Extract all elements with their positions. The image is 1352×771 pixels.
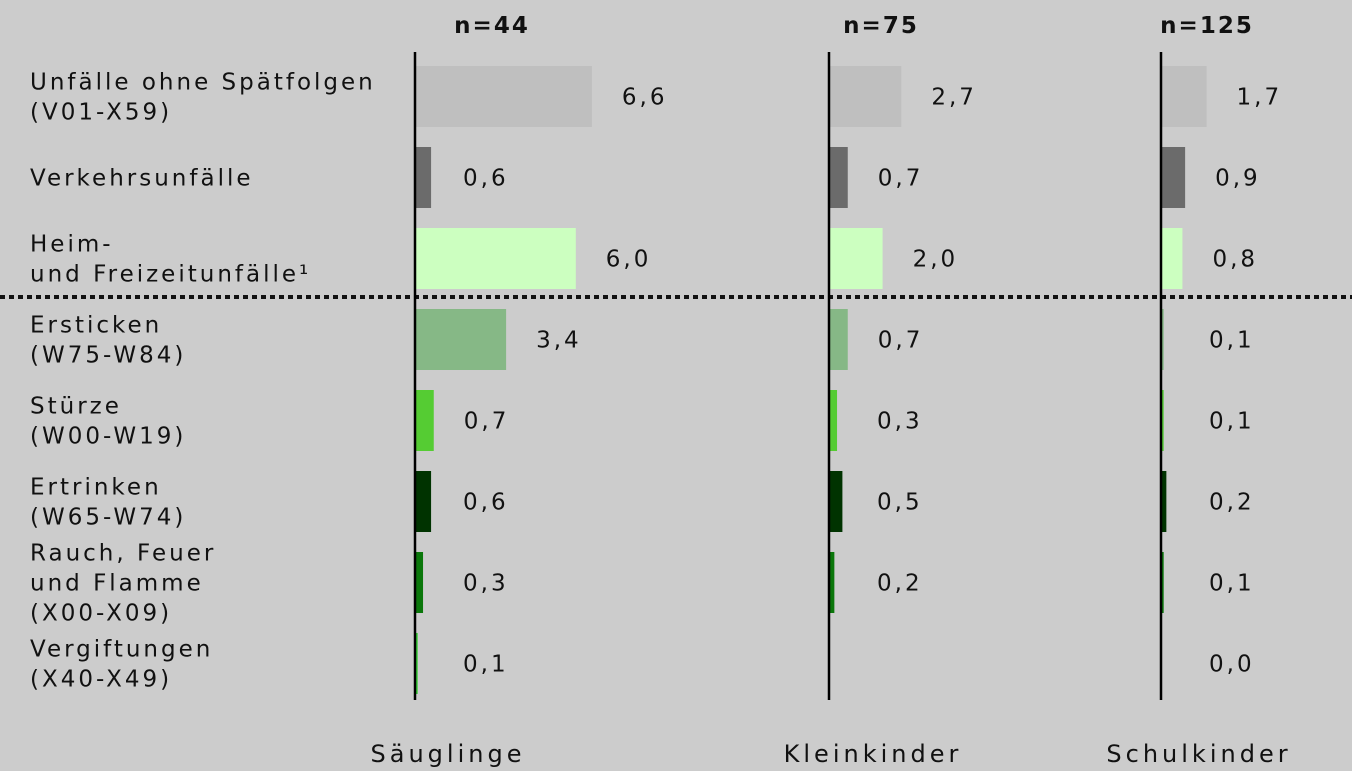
bar [829,147,848,208]
value-label: 0,3 [463,571,509,597]
category-label: Unfälle ohne Spätfolgen [30,70,376,96]
bar [829,309,848,370]
bar [829,66,902,127]
category-label: und Flamme [30,571,204,597]
category-label: (X40-X49) [30,667,172,693]
category-label: Ersticken [30,313,162,339]
category-label: Stürze [30,394,122,420]
value-label: 0,6 [463,166,509,192]
category-label: und Freizeitunfälle¹ [30,262,311,288]
bar [415,309,507,370]
sample-size-label: n=125 [1160,13,1254,39]
category-label: Rauch, Feuer [30,541,216,567]
bar [1161,309,1164,370]
bar [415,147,432,208]
category-label: (W65-W74) [30,505,186,531]
bar [1161,471,1167,532]
bar [1161,66,1207,127]
bar [829,471,843,532]
bar [415,228,576,289]
bar [1161,228,1183,289]
category-label: (X00-X09) [30,601,172,627]
bar [415,552,424,613]
category-label: Verkehrsunfälle [30,166,254,192]
value-label: 0,6 [463,490,509,516]
value-label: 0,3 [877,409,923,435]
value-label: 0,7 [464,409,510,435]
bar [829,228,883,289]
category-label: Heim- [30,232,114,258]
bar [1161,552,1164,613]
bar [415,390,434,451]
value-label: 1,7 [1237,85,1283,111]
value-label: 0,5 [877,490,923,516]
value-label: 0,1 [1209,328,1255,354]
value-label: 0,1 [1209,409,1255,435]
category-label: (V01-X59) [30,100,172,126]
category-label: (W75-W84) [30,343,186,369]
value-label: 0,8 [1212,247,1258,273]
category-label: Ertrinken [30,475,162,501]
value-label: 0,2 [877,571,923,597]
bar [415,66,592,127]
value-label: 0,1 [463,652,509,678]
value-label: 0,0 [1209,652,1255,678]
bar [1161,147,1186,208]
group-label: Schulkinder [1106,740,1291,768]
value-label: 3,4 [536,328,582,354]
value-label: 6,0 [606,247,652,273]
value-label: 2,0 [913,247,959,273]
value-label: 0,2 [1209,490,1255,516]
group-label: Säuglinge [371,740,526,768]
value-label: 6,6 [622,85,668,111]
category-label: (W00-W19) [30,424,186,450]
value-label: 2,7 [931,85,977,111]
value-label: 0,7 [878,166,924,192]
bar [829,390,838,451]
bar [415,471,432,532]
sample-size-label: n=44 [454,13,530,39]
value-label: 0,1 [1209,571,1255,597]
bar [415,633,418,694]
group-label: Kleinkinder [784,740,963,768]
value-label: 0,7 [878,328,924,354]
value-label: 0,9 [1215,166,1261,192]
category-label: Vergiftungen [30,637,213,663]
bar [829,552,835,613]
sample-size-label: n=75 [843,13,919,39]
bar [1161,390,1164,451]
